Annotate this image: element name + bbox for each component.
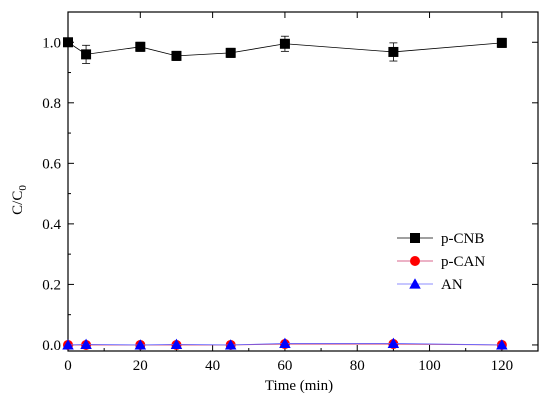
data-point-square <box>279 38 290 49</box>
series-line <box>67 41 502 57</box>
data-point-square <box>63 37 73 48</box>
series-p-CNB <box>63 35 507 64</box>
x-tick-label: 0 <box>64 358 72 374</box>
data-point-circle <box>410 256 420 266</box>
y-tick-label: 0.4 <box>42 217 61 233</box>
data-point-triangle <box>134 339 147 350</box>
x-tick-label: 40 <box>205 358 220 374</box>
legend-item: p-CNB <box>397 231 484 247</box>
data-point-triangle <box>409 278 421 289</box>
series-AN <box>62 337 508 350</box>
x-tick-label: 20 <box>133 358 148 374</box>
x-axis-title: Time (min) <box>265 378 333 394</box>
legend: p-CNB p-CAN AN <box>397 231 485 293</box>
data-point-triangle <box>62 339 74 350</box>
axes-layer: 0 20 40 60 80 100 120 0.0 0.2 0.4 0.6 0.8 1.0 <box>42 11 539 374</box>
data-point-square <box>81 49 92 60</box>
data-point-triangle <box>496 339 508 350</box>
y-axis-title: C/C0 <box>10 185 29 215</box>
legend-item: AN <box>397 277 463 293</box>
data-point-square <box>171 50 182 61</box>
series-layer <box>62 35 508 350</box>
x-tick-label: 100 <box>418 358 441 374</box>
legend-label: p-CNB <box>441 231 484 247</box>
legend-label: AN <box>441 277 463 293</box>
legend-item: p-CAN <box>397 254 485 270</box>
x-tick-label: 80 <box>350 358 365 374</box>
y-tick-label: 0.0 <box>42 338 61 354</box>
data-point-square <box>410 233 420 243</box>
y-tick-label: 0.8 <box>42 96 61 112</box>
series-line <box>67 343 502 346</box>
data-point-triangle <box>170 338 183 349</box>
y-tick-label: 0.2 <box>42 277 61 293</box>
legend-label: p-CAN <box>441 254 485 270</box>
y-tick-label: 1.0 <box>42 35 61 51</box>
y-axis-title-main: C/C <box>10 191 26 215</box>
data-point-triangle <box>387 337 400 349</box>
y-axis-title-subscript: 0 <box>17 185 29 191</box>
svg-text:C/C0: C/C0 <box>10 185 29 215</box>
data-point-triangle <box>224 339 237 350</box>
data-point-square <box>496 37 507 48</box>
y-tick-label: 0.6 <box>42 156 61 172</box>
data-point-triangle <box>279 337 291 349</box>
data-point-square <box>135 41 146 52</box>
data-point-square <box>388 46 399 57</box>
x-tick-label: 60 <box>277 358 292 374</box>
data-point-triangle <box>80 338 92 349</box>
data-point-square <box>225 47 236 58</box>
plot-frame <box>67 11 539 352</box>
x-tick-label: 120 <box>491 358 514 374</box>
